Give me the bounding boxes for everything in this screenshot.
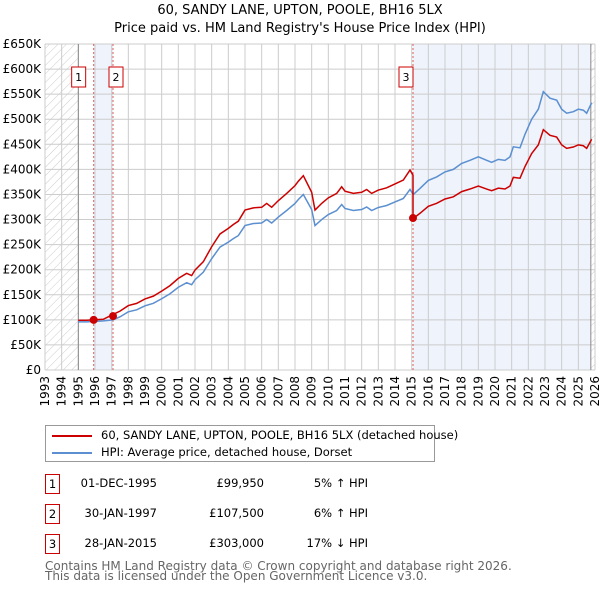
y-tick-label: £250K [3,238,43,252]
x-tick-label: 1998 [121,376,135,407]
x-tick-label: 2006 [255,376,269,407]
x-tick-label: 2013 [371,376,385,407]
x-tick-label: 2002 [188,376,202,407]
y-tick-label: £300K [3,213,43,227]
ownership-shade [93,44,113,370]
sale-hpi-diff: 5% ↑ HPI [313,476,368,490]
sale-number-badge: 1 [45,474,60,494]
x-tick-label: 2004 [221,376,235,407]
legend-swatch-hpi [52,452,92,454]
sale-date: 01-DEC-1995 [80,476,157,490]
sale-point [409,214,417,223]
y-tick-label: £600K [3,62,43,76]
sale-number-badge: 2 [45,504,60,524]
legend-item-property: 60, SANDY LANE, UPTON, POOLE, BH16 5LX (… [46,428,458,444]
x-tick-label: 2010 [321,376,335,407]
sale-price: £107,500 [209,506,264,520]
x-tick-label: 2014 [388,376,402,407]
sale-badge-label: 1 [75,71,82,84]
sale-price: £99,950 [216,476,264,490]
x-tick-label: 2007 [271,376,285,407]
x-tick-label: 2016 [421,376,435,407]
y-tick-label: £350K [3,187,43,201]
chart-subtitle: Price paid vs. HM Land Registry's House … [114,21,486,36]
y-tick-label: £200K [3,263,43,277]
hpi-line [78,90,593,323]
x-tick-label: 2021 [505,376,519,407]
y-tick-label: £400K [3,162,43,176]
y-tick-label: £100K [3,313,43,327]
x-tick-label: 2008 [288,376,302,407]
sale-date: 28-JAN-2015 [84,536,158,550]
legend-label-property: 60, SANDY LANE, UPTON, POOLE, BH16 5LX (… [101,428,459,442]
x-tick-label: 2017 [438,376,452,407]
price-chart: 1993 1994 1995 1996 1997 1998 1999 2000 2001 2002… [3,37,600,407]
x-tick-label: 2024 [555,376,569,407]
sale-row: 1 01-DEC-1995 £99,950 5% ↑ HPI [45,474,445,494]
y-tick-label: £550K [3,87,43,101]
ownership-shade [413,44,591,370]
x-tick-label: 2011 [338,376,352,407]
y-tick-label: £50K [10,338,42,352]
x-tick-label: 1996 [88,376,102,407]
x-tick-label: 2019 [471,376,485,407]
y-tick-label: £500K [3,112,43,126]
x-tick-label: 2022 [521,376,535,407]
y-tick-label: £0 [26,363,41,377]
x-tick-label: 2000 [155,376,169,407]
x-tick-label: 1993 [38,376,52,407]
y-tick-label: £450K [3,137,43,151]
x-tick-label: 2001 [171,376,185,407]
x-tick-label: 1995 [71,376,85,407]
x-tick-label: 2026 [588,376,600,407]
sale-row: 2 30-JAN-1997 £107,500 6% ↑ HPI [45,504,445,524]
legend-swatch-property [52,435,92,437]
sale-date: 30-JAN-1997 [84,506,158,520]
sale-badge-label: 2 [113,71,120,84]
x-tick-label: 2025 [571,376,585,407]
sale-badge [398,66,414,88]
x-tick-label: 1997 [105,376,119,407]
property-line [78,128,593,322]
x-tick-label: 2023 [538,376,552,407]
x-tick-label: 2009 [305,376,319,407]
x-tick-label: 2015 [405,376,419,407]
post-data-hatch [590,44,595,370]
sale-badge-label: 3 [403,71,410,84]
footer-copyright: Contains HM Land Registry data © Crown c… [45,559,512,573]
sale-hpi-diff: 17% ↓ HPI [306,536,368,550]
sale-row: 3 28-JAN-2015 £303,000 17% ↓ HPI [45,534,445,554]
x-tick-label: 2020 [488,376,502,407]
x-tick-label: 1999 [138,376,152,407]
y-tick-label: £650K [3,37,43,51]
footer-licence: This data is licensed under the Open Gov… [45,569,428,583]
legend-item-hpi: HPI: Average price, detached house, Dors… [46,445,434,461]
legend: 60, SANDY LANE, UPTON, POOLE, BH16 5LX (… [45,425,458,462]
sale-hpi-diff: 6% ↑ HPI [313,506,368,520]
sale-badge [71,66,87,88]
x-tick-label: 2003 [205,376,219,407]
legend-label-hpi: HPI: Average price, detached house, Dors… [101,445,353,459]
x-tick-label: 1994 [55,376,69,407]
y-tick-label: £150K [3,288,43,302]
x-tick-label: 2012 [355,376,369,407]
sale-price: £303,000 [209,536,264,550]
x-tick-label: 2005 [238,376,252,407]
sale-point [109,312,117,321]
sale-number-badge: 3 [45,534,60,554]
sale-badge [108,66,124,88]
chart-title: 60, SANDY LANE, UPTON, POOLE, BH16 5LX [157,3,443,18]
sale-point [89,315,98,324]
x-tick-label: 2018 [455,376,469,407]
